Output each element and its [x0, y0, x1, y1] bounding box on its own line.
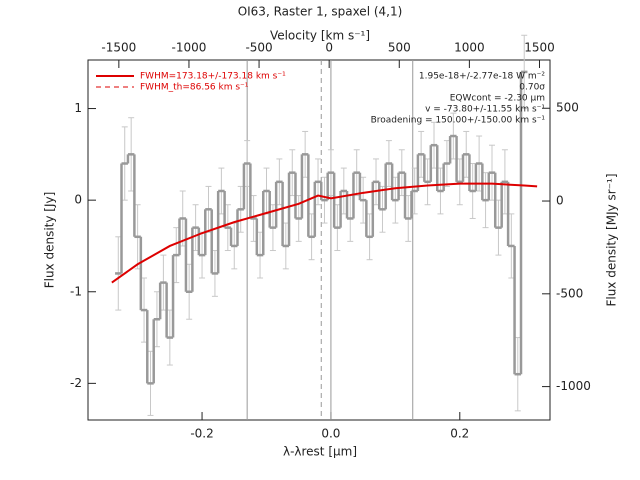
plot-frame	[87, 59, 551, 421]
top-x-tick-label: -1000	[172, 41, 207, 55]
legend-label: FWHM_th=86.56 km s⁻¹	[140, 83, 249, 93]
x-tick-label: -0.2	[190, 427, 213, 441]
y-tick-label: 0	[74, 193, 82, 207]
chart-title: OI63, Raster 1, spaxel (4,1)	[238, 5, 403, 19]
top-axis-label: Velocity [km s⁻¹]	[270, 29, 370, 43]
annotation: EQWcont = -2.30 μm	[450, 94, 545, 104]
annotation: 1.95e-18+/-2.77e-18 W m⁻²	[419, 72, 546, 82]
annotation: v = -73.80+/-11.55 km s⁻¹	[425, 105, 545, 115]
y-tick-label: 1	[74, 101, 82, 115]
legend-label: FWHM=173.18+/-173.18 km s⁻¹	[140, 72, 286, 82]
y2-tick-label: 500	[556, 101, 579, 115]
top-x-tick-label: -1500	[101, 41, 136, 55]
top-x-tick-label: 1000	[454, 41, 485, 55]
fit-line	[111, 182, 538, 284]
annotation: 0.70σ	[519, 83, 545, 93]
y-tick-label: -2	[70, 376, 82, 390]
top-x-tick-label: 1500	[524, 41, 555, 55]
y2-axis-label: Flux density [MJy sr⁻¹]	[605, 173, 619, 306]
annotation: Broadening = 150.00+/-150.00 km s⁻¹	[371, 116, 546, 126]
y2-tick-label: -500	[556, 286, 583, 300]
x-axis-label: λ-λrest [μm]	[283, 445, 357, 459]
top-x-tick-label: 0	[325, 41, 333, 55]
x-tick-label: 0.0	[321, 427, 340, 441]
y-axis-label: Flux density [Jy]	[43, 192, 57, 289]
top-x-tick-label: -500	[245, 41, 272, 55]
y2-tick-label: -1000	[556, 379, 591, 393]
y2-tick-label: 0	[556, 194, 564, 208]
top-x-tick-label: 500	[388, 41, 411, 55]
x-tick-label: 0.2	[450, 427, 469, 441]
y-tick-label: -1	[70, 284, 82, 298]
